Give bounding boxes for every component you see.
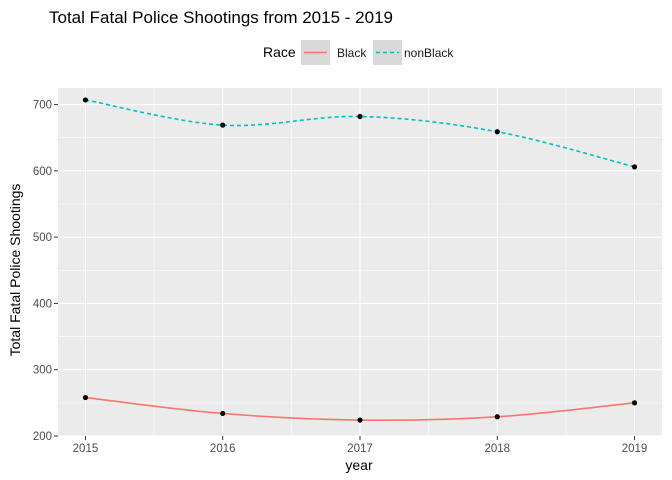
data-point-nonblack — [220, 122, 226, 128]
chart-title: Total Fatal Police Shootings from 2015 -… — [49, 8, 393, 27]
data-point-nonblack — [494, 129, 500, 135]
y-tick-label: 300 — [33, 365, 52, 377]
y-tick-label: 400 — [33, 298, 52, 310]
points-group — [82, 97, 638, 423]
legend-title: Race — [263, 44, 296, 60]
data-point-black — [631, 400, 638, 406]
x-tick-label: 2017 — [347, 443, 373, 455]
y-tick-label: 200 — [33, 431, 52, 443]
legend: Race Black nonBlack — [263, 40, 454, 65]
data-point-nonblack — [631, 164, 638, 170]
y-tick-label: 700 — [33, 100, 52, 112]
legend-label-nonblack: nonBlack — [404, 46, 454, 60]
data-point-black — [357, 417, 363, 423]
legend-label-black: Black — [337, 46, 367, 60]
series-line-nonblack — [85, 99, 635, 168]
y-axis-title: Total Fatal Police Shootings — [7, 184, 23, 357]
x-tick-label: 2019 — [622, 443, 648, 455]
y-tick-label: 600 — [33, 166, 52, 178]
grid — [58, 88, 662, 437]
x-axis-title: year — [345, 457, 373, 473]
x-tick-label: 2018 — [484, 443, 510, 455]
y-axis: 200 300 400 500 600 700 — [33, 100, 58, 443]
data-point-black — [82, 394, 89, 401]
x-tick-label: 2015 — [73, 443, 99, 455]
x-tick-label: 2016 — [210, 443, 236, 455]
data-point-nonblack — [357, 113, 363, 120]
data-point-nonblack — [82, 97, 89, 103]
x-axis: 2015 2016 2017 2018 2019 — [73, 436, 648, 455]
data-point-black — [220, 410, 226, 417]
y-tick-label: 500 — [33, 232, 52, 244]
data-point-black — [494, 414, 500, 420]
